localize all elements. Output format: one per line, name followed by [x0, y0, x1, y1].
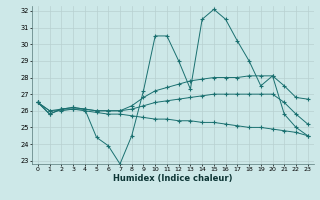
X-axis label: Humidex (Indice chaleur): Humidex (Indice chaleur)	[113, 174, 233, 183]
